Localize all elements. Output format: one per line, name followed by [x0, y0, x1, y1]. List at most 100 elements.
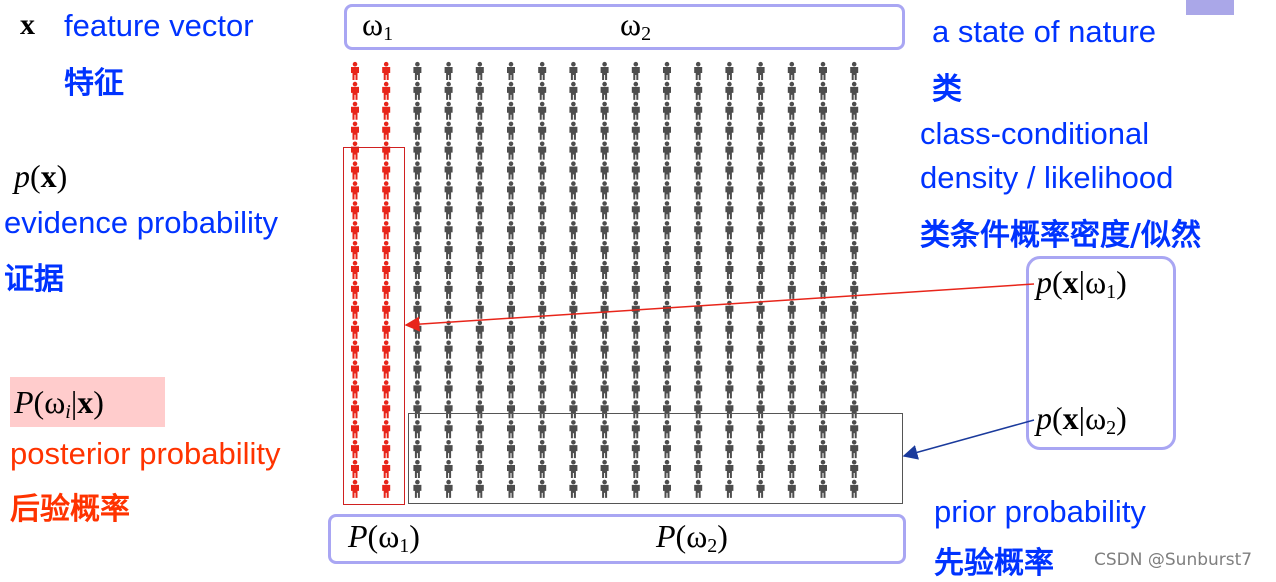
person-icon	[507, 141, 515, 160]
person-icon	[600, 201, 609, 220]
person-icon	[631, 360, 640, 379]
person-icon	[600, 61, 609, 80]
person-icon	[725, 440, 734, 459]
person-icon	[631, 300, 640, 319]
person-icon	[475, 221, 484, 240]
person-icon	[444, 440, 453, 459]
person-icon	[600, 181, 609, 200]
person-icon	[413, 221, 422, 240]
person-icon	[600, 221, 609, 240]
person-icon	[351, 241, 359, 260]
person-icon	[819, 479, 827, 498]
person-icon	[538, 81, 547, 100]
person-icon	[382, 479, 391, 498]
person-icon	[850, 141, 859, 160]
person-icon	[538, 440, 547, 459]
person-icon	[382, 201, 391, 220]
person-icon	[663, 280, 671, 299]
person-icon	[351, 181, 359, 200]
person-icon	[538, 360, 547, 379]
person-icon	[600, 420, 609, 439]
person-icon	[351, 360, 359, 379]
person-icon	[569, 360, 578, 379]
person-icon	[725, 121, 734, 140]
person-icon	[819, 61, 827, 80]
person-icon	[569, 440, 578, 459]
person-icon	[569, 400, 578, 419]
person-icon	[413, 181, 422, 200]
person-icon	[538, 181, 547, 200]
person-icon	[787, 241, 796, 260]
person-icon	[850, 241, 859, 260]
person-icon	[694, 221, 703, 240]
person-icon	[538, 340, 547, 359]
person-icon	[819, 360, 827, 379]
person-icon	[663, 420, 671, 439]
person-icon	[694, 61, 703, 80]
person-icon	[600, 161, 609, 180]
person-icon	[351, 161, 359, 180]
person-icon	[382, 121, 391, 140]
person-icon	[569, 181, 578, 200]
posterior-label: posterior probability	[10, 436, 281, 471]
person-icon	[756, 459, 765, 478]
person-icon	[413, 260, 422, 279]
person-icon	[850, 320, 859, 339]
person-icon	[507, 420, 515, 439]
person-icon	[787, 201, 796, 220]
person-icon	[756, 320, 765, 339]
person-icon	[444, 121, 453, 140]
person-icon	[787, 280, 796, 299]
person-icon	[382, 141, 391, 160]
person-icon	[787, 260, 796, 279]
person-icon	[631, 260, 640, 279]
person-icon	[507, 300, 515, 319]
person-icon	[382, 260, 391, 279]
person-icon	[538, 280, 547, 299]
person-icon	[507, 241, 515, 260]
person-icon	[631, 221, 640, 240]
person-icon	[444, 340, 453, 359]
person-icon	[475, 260, 484, 279]
person-icon	[819, 121, 827, 140]
person-icon	[631, 340, 640, 359]
person-icon	[382, 300, 391, 319]
person-icon	[725, 81, 734, 100]
person-icon	[382, 161, 391, 180]
person-icon	[850, 81, 859, 100]
person-icon	[569, 201, 578, 220]
person-icon	[351, 141, 359, 160]
person-icon	[756, 280, 765, 299]
person-icon	[351, 459, 359, 478]
person-icon	[444, 161, 453, 180]
person-icon	[631, 81, 640, 100]
person-icon	[351, 201, 359, 220]
posterior-highlight	[10, 377, 165, 427]
person-icon	[756, 440, 765, 459]
person-icon	[819, 101, 827, 120]
person-icon	[475, 280, 484, 299]
person-icon	[819, 141, 827, 160]
person-icon	[725, 260, 734, 279]
person-icon	[694, 400, 703, 419]
person-icon	[631, 61, 640, 80]
person-icon	[756, 340, 765, 359]
person-icon	[819, 420, 827, 439]
person-icon	[663, 241, 671, 260]
person-icon	[756, 141, 765, 160]
person-icon	[569, 81, 578, 100]
person-icon	[631, 320, 640, 339]
person-icon	[507, 161, 515, 180]
person-icon	[444, 201, 453, 220]
person-icon	[569, 340, 578, 359]
person-icon	[600, 479, 609, 498]
person-icon	[475, 121, 484, 140]
person-icon	[663, 260, 671, 279]
person-icon	[694, 420, 703, 439]
person-icon	[413, 440, 422, 459]
person-icon	[756, 161, 765, 180]
person-icon	[569, 141, 578, 160]
person-icon	[351, 300, 359, 319]
person-icon	[819, 221, 827, 240]
person-icon	[819, 340, 827, 359]
